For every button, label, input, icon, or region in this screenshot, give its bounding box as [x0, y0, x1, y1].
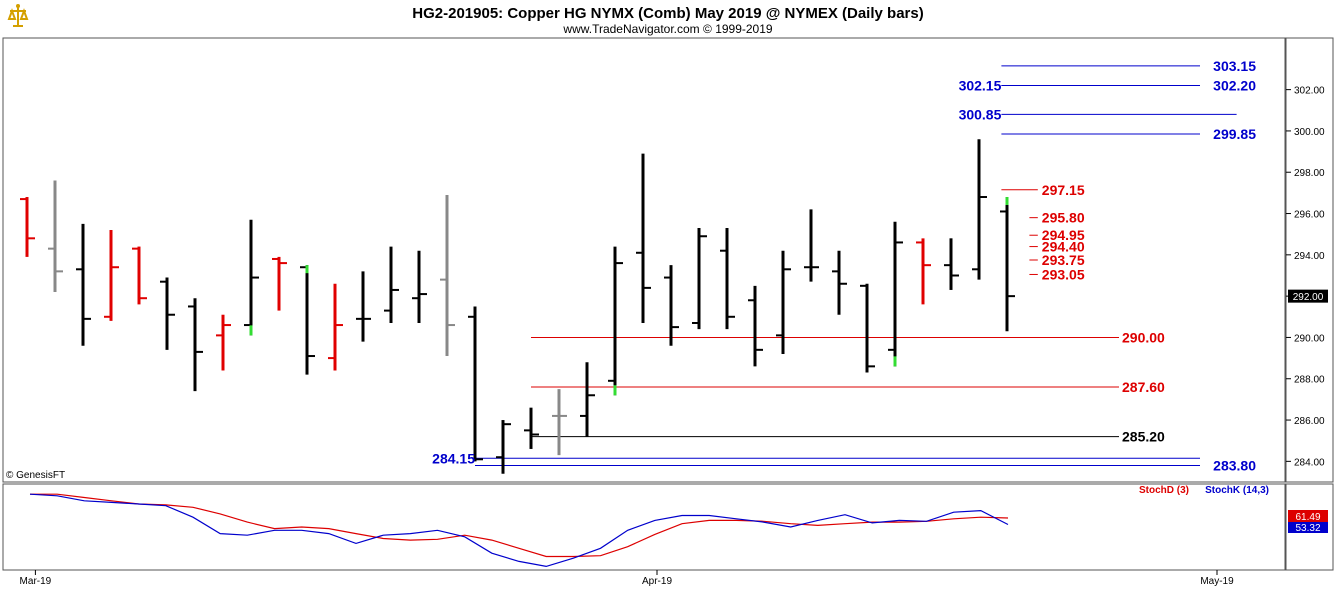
annotation-label: 283.80	[1213, 457, 1256, 473]
annotation-label: 302.15	[959, 77, 1002, 93]
stochk-line	[29, 493, 1009, 568]
annotation-label: 300.85	[959, 106, 1002, 122]
chart-subtitle: www.TradeNavigator.com © 1999-2019	[562, 22, 772, 36]
stochd-last-label: 61.49	[1295, 512, 1320, 523]
date-tick-label: May-19	[1200, 576, 1234, 587]
price-tick-label: 302.00	[1294, 86, 1325, 97]
price-tick-label: 296.00	[1294, 210, 1325, 221]
legend-stochd: StochD (3)	[1139, 485, 1189, 496]
stochastic-lines	[29, 493, 1009, 568]
annotation-label: 290.00	[1122, 329, 1165, 345]
annotation-label: 287.60	[1122, 379, 1165, 395]
legend-stochk: StochK (14,3)	[1205, 485, 1269, 496]
price-tick-label: 300.00	[1294, 127, 1325, 138]
last-price-label: 292.00	[1293, 292, 1324, 303]
price-bars	[20, 139, 1015, 474]
annotation-label: 297.15	[1042, 182, 1085, 198]
price-tick-label: 284.00	[1294, 457, 1325, 468]
annotation-label: 303.15	[1213, 58, 1256, 74]
annotation-label: 285.20	[1122, 429, 1165, 445]
price-tick-label: 288.00	[1294, 375, 1325, 386]
annotation-label: 302.20	[1213, 77, 1256, 93]
annotation-label: 293.75	[1042, 252, 1085, 268]
price-pane	[2, 37, 1286, 483]
trade-navigator-logo	[6, 3, 30, 29]
annotation-label: 294.95	[1042, 227, 1085, 243]
annotation-lines	[475, 65, 1237, 466]
date-tick-label: Apr-19	[642, 576, 672, 587]
annotation-labels: 303.15 302.20 302.15 300.85 299.85 297.15 295.…	[432, 58, 1256, 474]
genesis-watermark: © GenesisFT	[6, 470, 65, 481]
stochd-last-marker	[1288, 510, 1328, 522]
annotation-label: 299.85	[1213, 126, 1256, 142]
price-axis-area	[1285, 37, 1334, 483]
last-price-marker	[1288, 289, 1328, 303]
stochk-last-marker	[1288, 522, 1328, 533]
price-tick-label: 290.00	[1294, 333, 1325, 344]
stochd-line	[30, 493, 1009, 558]
stochastic-pane	[2, 483, 1286, 571]
price-tick-label: 294.00	[1294, 251, 1325, 262]
price-tick-label: 298.00	[1294, 168, 1325, 179]
annotation-label: 284.15	[432, 450, 475, 466]
price-tick-label: 286.00	[1294, 416, 1325, 427]
stochk-last-label: 53.32	[1295, 523, 1320, 534]
annotation-label: 295.80	[1042, 210, 1085, 226]
chart-title: HG2-201905: Copper HG NYMX (Comb) May 20…	[412, 5, 923, 22]
annotation-label: 294.40	[1042, 239, 1085, 255]
annotation-label: 293.05	[1042, 266, 1085, 282]
date-axis: Mar-19 Apr-19 May-19	[20, 570, 1234, 587]
date-tick-label: Mar-19	[20, 576, 52, 587]
